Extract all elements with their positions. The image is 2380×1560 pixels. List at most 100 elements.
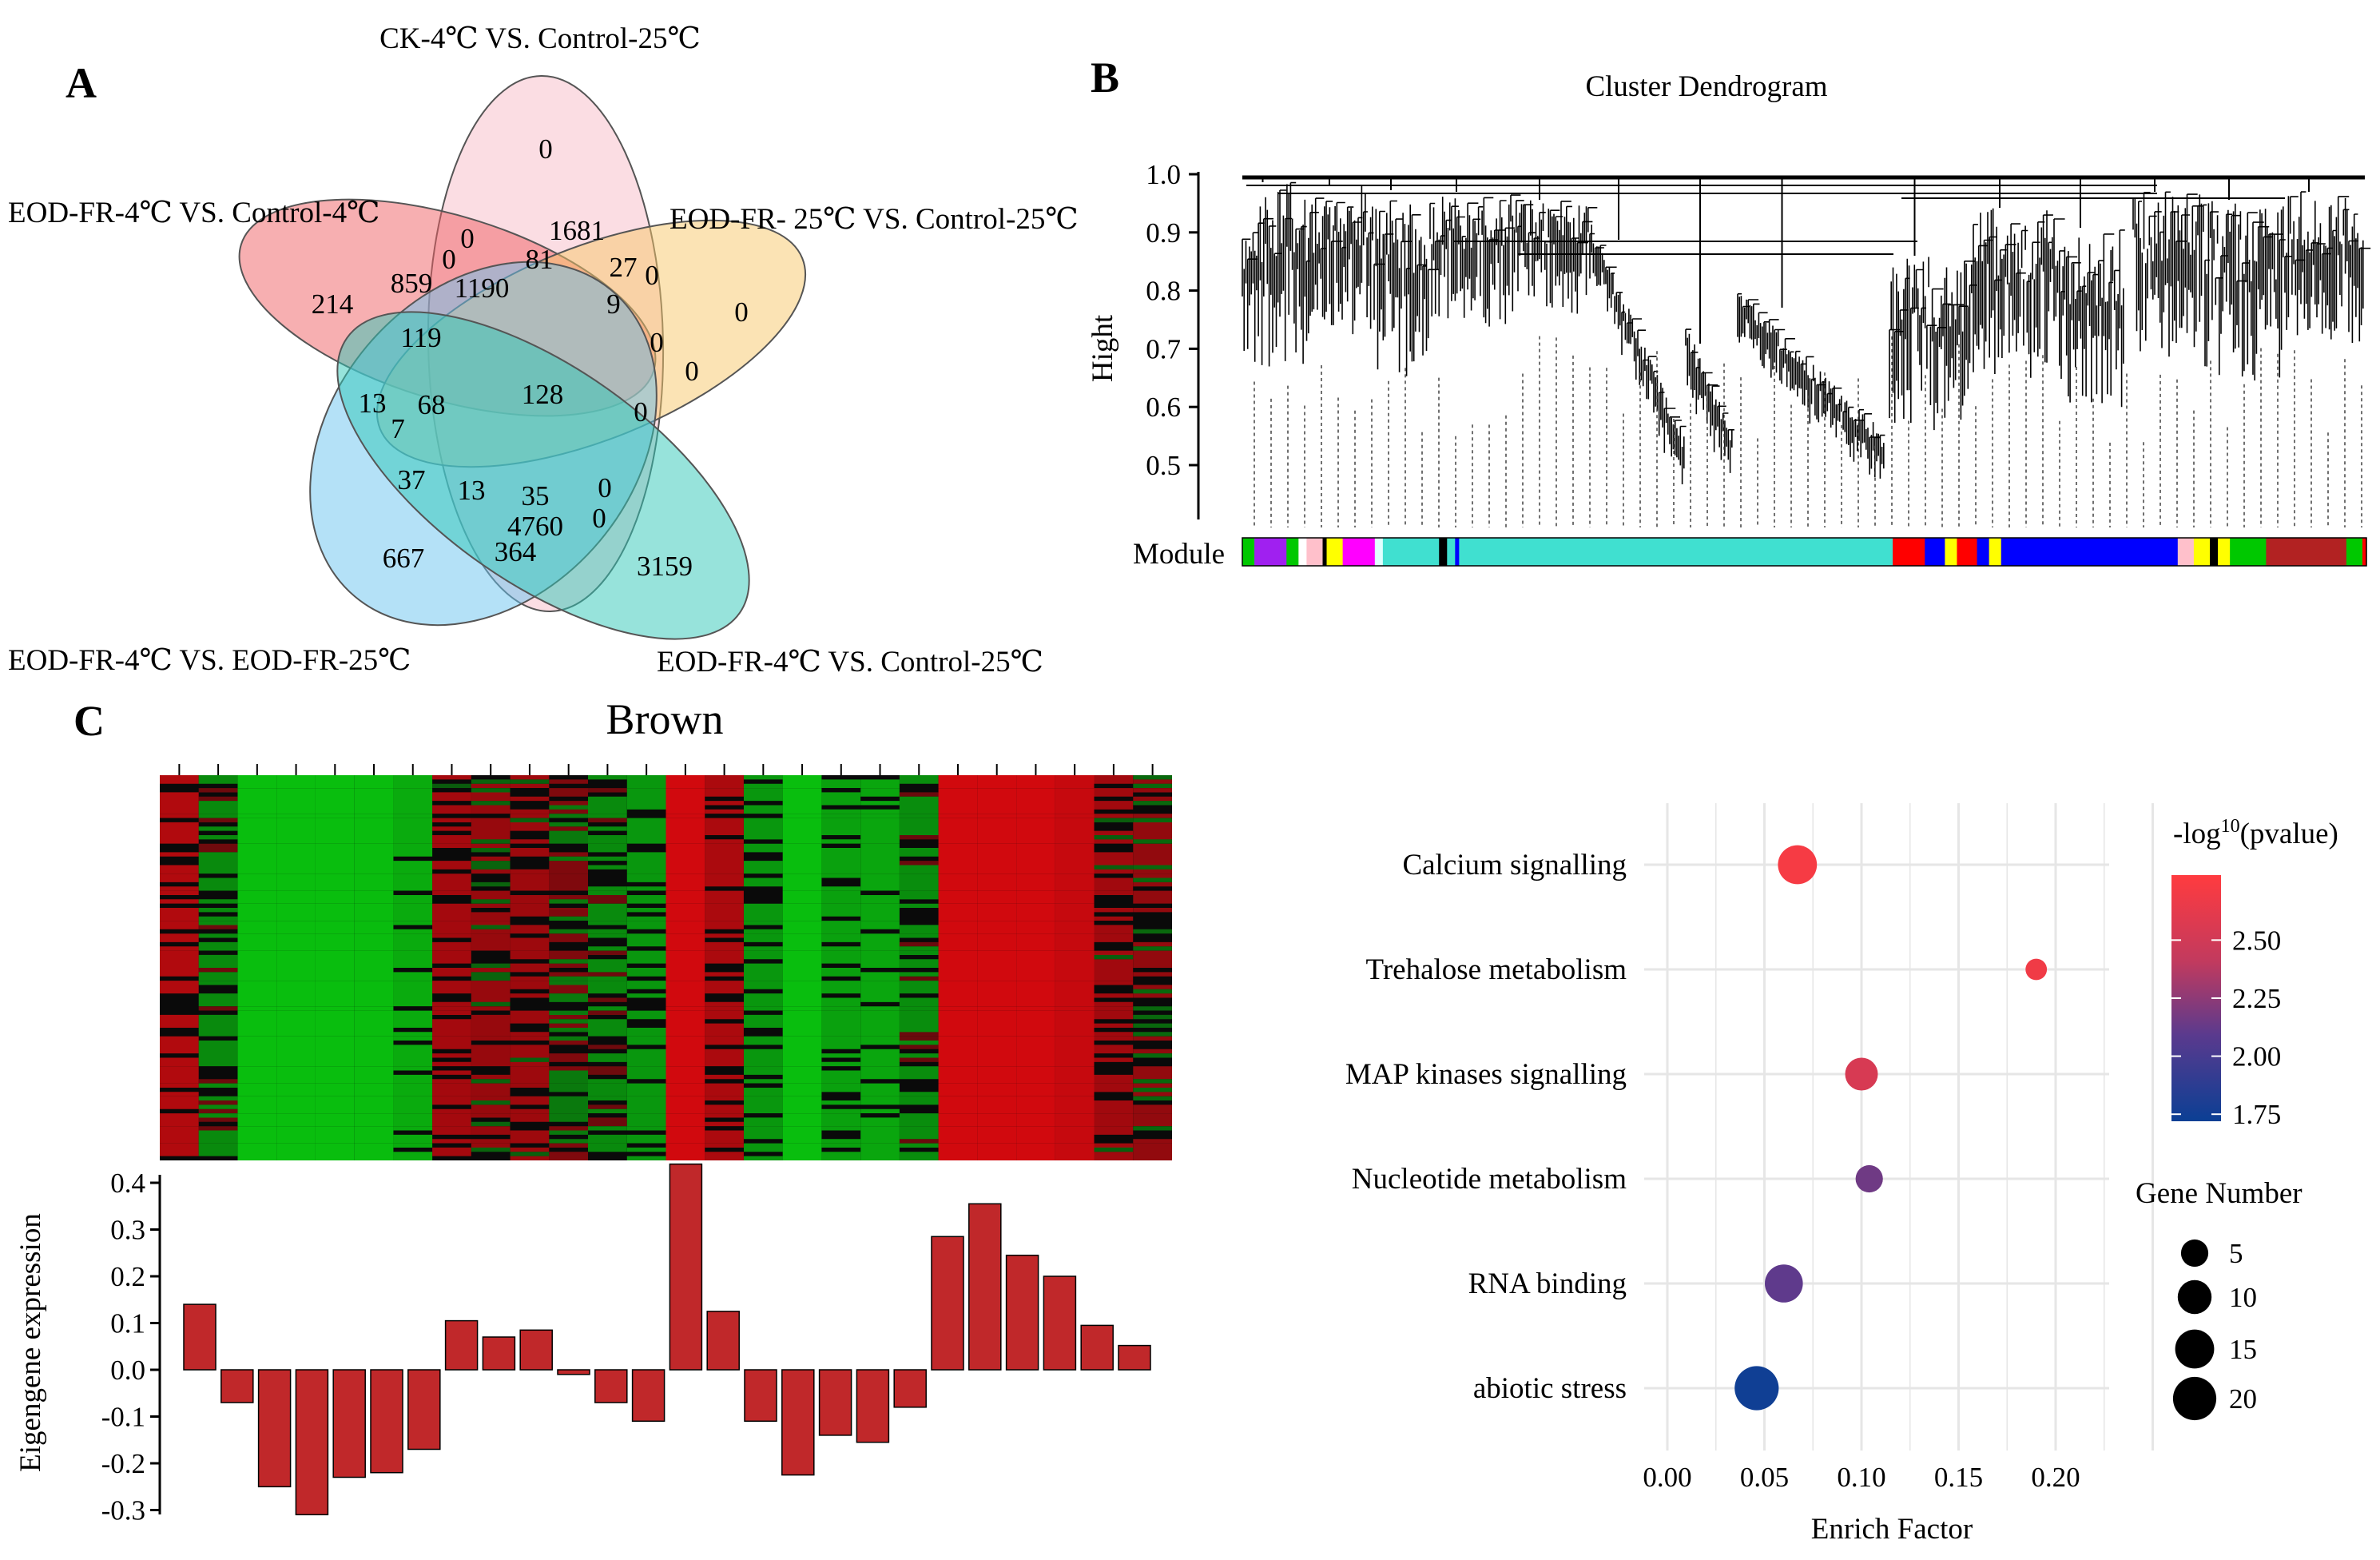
venn-region-label: 119 [400,322,441,353]
venn-region-label: 0 [442,244,456,275]
enrich-category-label: Trehalose metabolism [1366,953,1627,986]
heatmap-column-green [549,805,588,1144]
enrich-point [1778,845,1818,885]
heatmap-column-red [705,775,744,1160]
eigengene-ylabel: Eigengene expression [14,1213,47,1472]
venn-region-label: 81 [526,244,554,275]
dendrogram-leaf-guides [1254,336,2362,527]
heatmap-column-green [198,775,238,1156]
enrich-point [1855,1164,1883,1193]
heatmap-column-green [471,779,511,1152]
dendrogram-y-tick-label: 0.5 [1146,450,1181,481]
eigengene-bar [931,1236,964,1371]
dendrogram-title: Cluster Dendrogram [1585,70,1827,103]
venn-region-label: 364 [495,536,537,567]
venn-region-label: 13 [359,388,387,419]
venn-diagram [238,75,807,640]
eigengene-y-tick-label: 0.2 [110,1261,145,1292]
eigengene-y-tick-label: 0.1 [110,1308,145,1339]
eigengene-bars [183,1163,1151,1516]
gene-number-legend-label: 10 [2229,1282,2257,1313]
dendrogram-leaf-cluster [1242,181,1310,367]
enrich-point [1765,1264,1803,1303]
eigengene-bar [744,1369,777,1423]
module-color-segment [2218,538,2231,566]
heatmap-column-green [588,775,627,1152]
heatmap-column-red [588,788,627,1127]
venn-region-label: 68 [418,389,446,420]
heatmap-column-red [1016,775,1055,1160]
enrich-category-label: Nucleotide metabolism [1352,1163,1627,1196]
module-color-segment [1326,538,1344,566]
venn-region-label: 13 [458,475,486,506]
heatmap-column-red [899,792,939,1144]
module-color-segment [1242,538,1255,566]
eigengene-bar [818,1369,852,1436]
heatmap-column-green [821,779,861,1160]
heatmap-column-green [510,779,550,1156]
heatmap-column-green [393,775,433,1160]
module-color-bar [1242,537,2367,567]
pvalue-legend-tick-label: 2.50 [2232,925,2281,956]
heatmap-column-red [549,779,588,1160]
dendrogram-y-tick-label: 0.8 [1146,276,1181,307]
heatmap-column-green [432,783,471,789]
module-color-segment [1989,538,2002,566]
venn-region-label: 667 [383,543,425,574]
panel-a-letter: A [66,59,97,107]
heatmap-column-green [354,775,394,1160]
eigengene-bar [968,1203,1002,1371]
eigengene-y-tick-label: -0.3 [101,1495,145,1526]
venn-region-label: 1681 [549,215,605,246]
heatmap-column-green [276,775,316,1160]
venn-region-label: 0 [538,133,553,165]
pvalue-legend-tick-label: 2.00 [2232,1041,2281,1072]
module-color-segment [1447,538,1456,566]
eigengene-y-tick-label: 0.4 [110,1168,145,1199]
heatmap-column-red [510,775,550,1160]
module-color-segment [1945,538,1958,566]
eigengene-bar [221,1369,254,1403]
dendrogram-ylabel: Hight [1087,314,1119,382]
enrich-x-tick-label: 0.15 [1934,1462,1983,1493]
eigengene-bar [370,1369,403,1474]
gene-number-legend-dot [2177,1279,2212,1315]
enrich-grid [1644,803,2154,1451]
gene-number-legend-dot [2172,1376,2217,1421]
pvalue-legend-ticks: 2.50 2.25 2.00 1.75 [2171,925,2281,1130]
dendrogram-leaf-cluster [1973,208,2065,378]
dendrogram-leaf-cluster [1737,292,1885,479]
dendrogram-y-tick-label: 0.9 [1146,217,1181,249]
venn-set-label-eod4-c25: EOD-FR-4℃ VS. Control-25℃ [657,646,1043,679]
dendrogram-y-tick-label: 1.0 [1146,159,1181,190]
dendrogram-leaf-cluster [1517,200,1598,314]
eigengene-bar [257,1369,292,1488]
venn-set-label-eod4-c4: EOD-FR-4℃ VS. Control-4℃ [8,197,379,229]
module-color-segment [1254,538,1287,566]
pvalue-legend-tick-label: 1.75 [2232,1099,2281,1130]
eigengene-bar [1080,1324,1114,1371]
dendrogram-y-tick-label: 0.6 [1146,392,1181,423]
heatmap-column-green [860,779,900,1160]
venn-set-eod4-c25 [336,311,750,640]
gene-number-legend-label: 5 [2229,1238,2243,1269]
heatmap-column-red [198,788,238,1131]
module-bar-frame [1242,537,2367,567]
enrich-points [1734,845,2048,1411]
module-color-segment [2177,538,2195,566]
heatmap-column-green [237,775,277,1160]
venn-region-label: 9 [606,289,621,320]
eigengene-bar [781,1369,815,1476]
module-color-segment [1286,538,1299,566]
gene-number-legend-label: 15 [2229,1334,2257,1365]
gene-number-legend-label: 20 [2229,1383,2257,1415]
module-color-segment [1977,538,1990,566]
heatmap-column-red [432,775,471,1156]
enrich-x-tick-label: 0.10 [1837,1462,1885,1493]
venn-region-label: 0 [685,356,699,387]
module-color-segment [2001,538,2179,566]
module-color-segment [1957,538,1978,566]
eigengene-bar [444,1319,479,1371]
eigengene-bar [1005,1254,1039,1371]
